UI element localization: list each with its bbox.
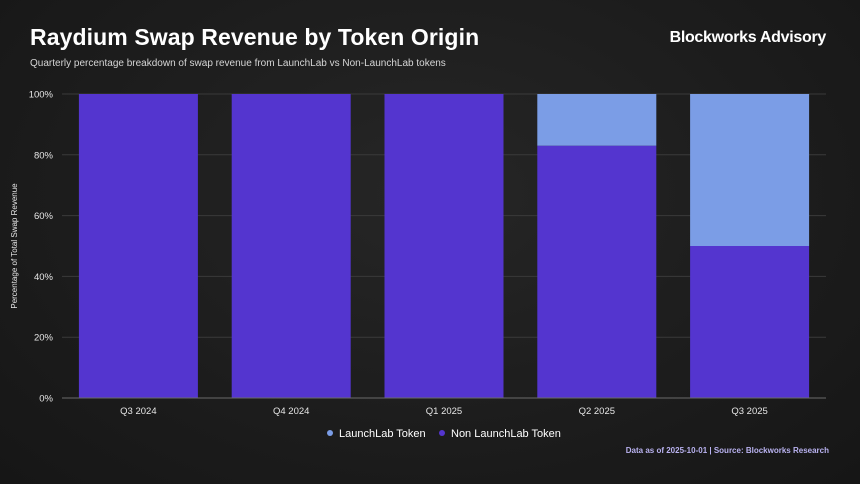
legend: LaunchLab Token Non LaunchLab Token (327, 428, 561, 440)
chart-subtitle: Quarterly percentage breakdown of swap r… (30, 58, 446, 69)
brand-logo: Blockworks Advisory (669, 29, 827, 46)
bar-segment-non-launchlab-token (78, 94, 198, 398)
source-note: Data as of 2025-10-01 | Source: Blockwor… (625, 446, 829, 455)
y-tick-label: 60% (34, 211, 54, 222)
bar-segment-launchlab-token (690, 94, 810, 246)
y-tick-label: 40% (34, 272, 54, 283)
y-tick-label: 80% (34, 150, 54, 161)
bars (78, 94, 810, 398)
x-tick-label: Q4 2024 (273, 406, 309, 417)
x-tick-label: Q1 2025 (426, 406, 462, 417)
y-tick-label: 100% (29, 90, 54, 101)
y-tick-label: 20% (34, 333, 54, 344)
y-tick-label: 0% (39, 394, 53, 405)
y-axis-title: Percentage of Total Swap Revenue (10, 183, 19, 309)
x-tick-label: Q3 2024 (120, 406, 156, 417)
bar-segment-launchlab-token (537, 94, 657, 146)
bar-segment-non-launchlab-token (690, 246, 810, 398)
chart-title: Raydium Swap Revenue by Token Origin (30, 24, 480, 50)
legend-swatch (439, 430, 445, 436)
bar-segment-non-launchlab-token (384, 94, 504, 398)
legend-swatch (327, 430, 333, 436)
x-tick-label: Q2 2025 (579, 406, 615, 417)
bar-segment-non-launchlab-token (231, 94, 351, 398)
axes: 0% 20% 40% 60% 80% 100% Q3 2024 Q4 2024 Q1 2025 Q… (29, 90, 826, 417)
legend-label: LaunchLab Token (339, 428, 426, 440)
x-tick-label: Q3 2025 (731, 406, 767, 417)
bar-segment-non-launchlab-token (537, 145, 657, 398)
legend-label: Non LaunchLab Token (451, 428, 561, 440)
